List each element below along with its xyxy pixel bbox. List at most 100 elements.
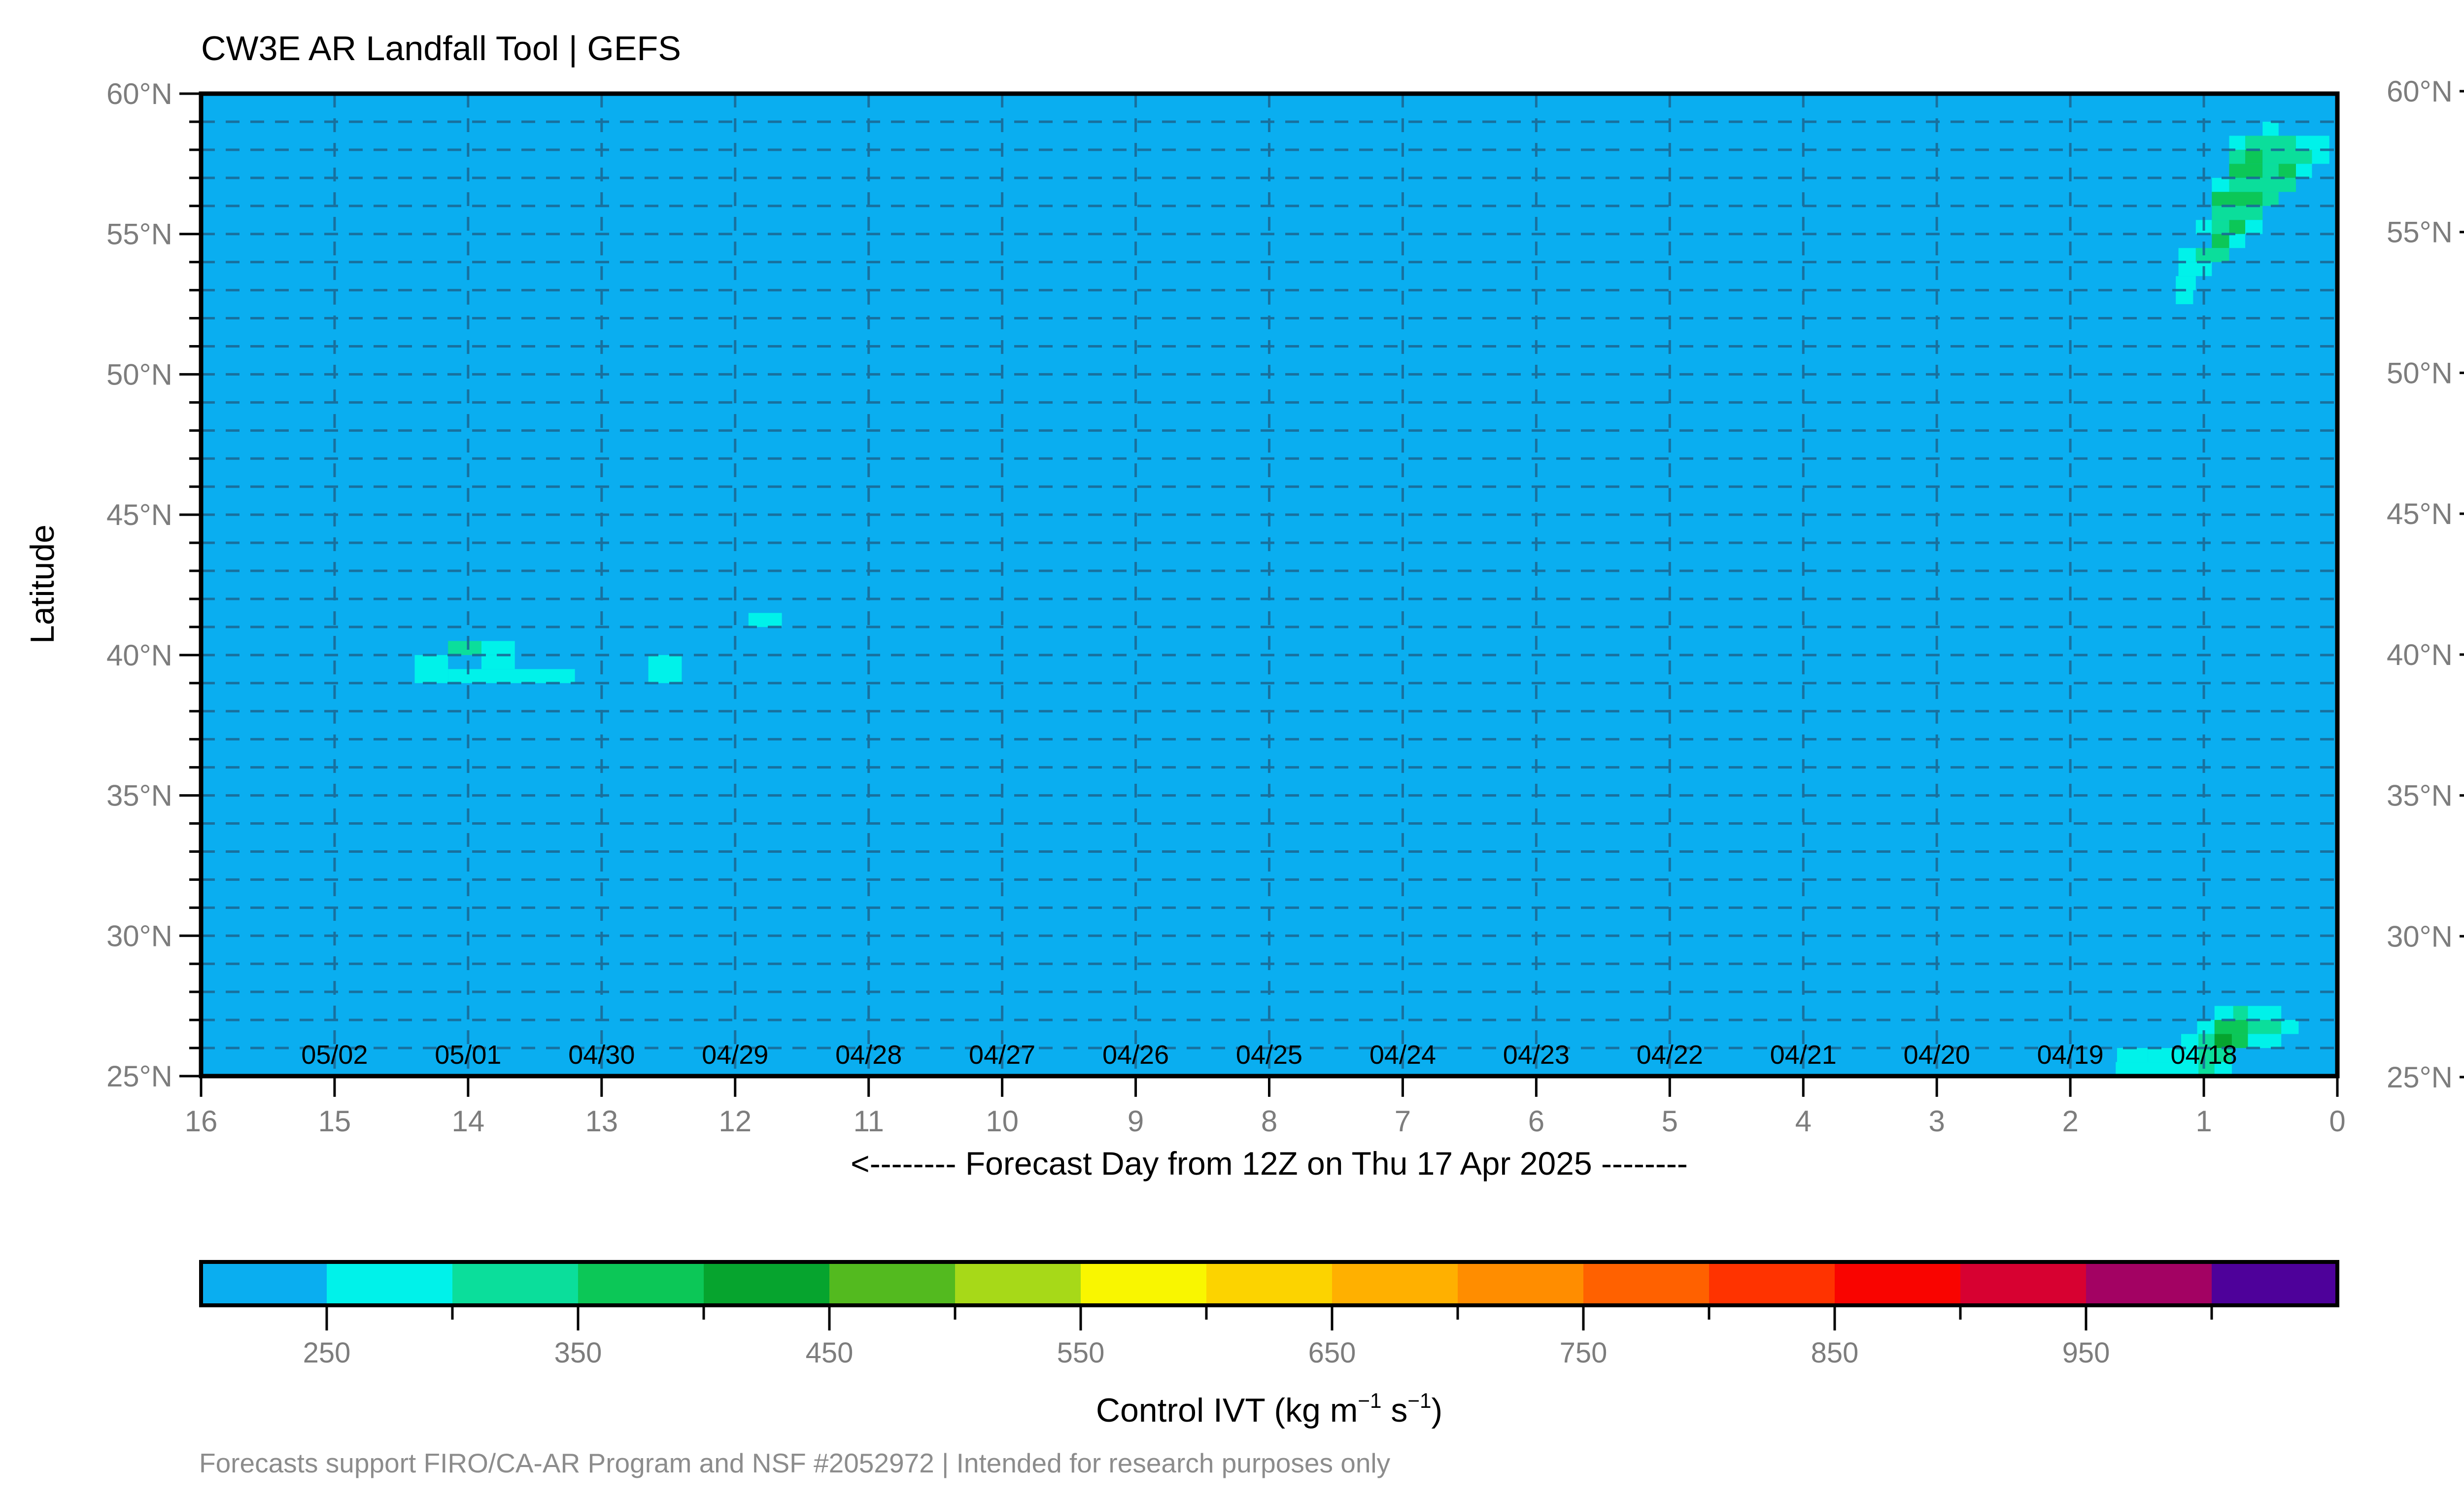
colorbar-segment bbox=[201, 1262, 327, 1305]
colorbar-segment bbox=[1709, 1262, 1835, 1305]
colorbar-tick-label: 850 bbox=[1811, 1337, 1859, 1369]
y-tick-label: 25°N bbox=[106, 1060, 172, 1093]
heatmap-cell bbox=[2212, 206, 2263, 220]
y-tick-label: 35°N bbox=[106, 779, 172, 812]
heatmap-xlabel: <-------- Forecast Day from 12Z on Thu 1… bbox=[851, 1145, 1688, 1182]
map-y-tick-label: 60°N bbox=[2387, 75, 2453, 108]
date-label: 04/25 bbox=[1236, 1040, 1302, 1070]
map-y-tick-label: 35°N bbox=[2387, 779, 2453, 812]
heatmap-cell bbox=[2214, 1020, 2248, 1034]
heatmap-cell bbox=[2176, 276, 2196, 290]
footer-disclaimer: Forecasts support FIRO/CA-AR Program and… bbox=[199, 1448, 1391, 1478]
x-tick-label: 5 bbox=[1662, 1105, 1678, 1138]
heatmap-cell bbox=[2212, 220, 2229, 234]
colorbar-frame bbox=[199, 1260, 2339, 1307]
colorbar-tick-label: 550 bbox=[1057, 1337, 1105, 1369]
colorbar-segment bbox=[578, 1262, 704, 1305]
colorbar-tick-label: 250 bbox=[303, 1337, 351, 1369]
colorbar-tick-label: 450 bbox=[806, 1337, 854, 1369]
date-label: 04/29 bbox=[702, 1040, 768, 1070]
colorbar-tick-label: 650 bbox=[1308, 1337, 1356, 1369]
heatmap-cell bbox=[2212, 192, 2263, 206]
x-tick-label: 10 bbox=[986, 1105, 1019, 1138]
colorbar-label-mid: s bbox=[1381, 1392, 1408, 1429]
y-tick-label: 50°N bbox=[106, 358, 172, 391]
heatmap-cell bbox=[2198, 1062, 2215, 1076]
colorbar-label-sup1: −1 bbox=[1358, 1389, 1382, 1413]
colorbar-segment bbox=[1081, 1262, 1207, 1305]
heatmap-cell bbox=[2296, 136, 2329, 150]
x-tick-label: 14 bbox=[452, 1105, 485, 1138]
heatmap-cell bbox=[2148, 1048, 2199, 1062]
heatmap-cell bbox=[2245, 136, 2296, 150]
colorbar-label: Control IVT (kg m−1 s−1) bbox=[201, 1389, 2337, 1430]
map-y-tick-label: 50°N bbox=[2387, 356, 2453, 389]
heatmap-cell bbox=[2262, 149, 2312, 164]
colorbar-segment bbox=[1960, 1262, 2087, 1305]
heatmap-cell bbox=[2195, 248, 2229, 262]
heatmap-cell bbox=[2262, 164, 2279, 178]
heatmap-cell bbox=[2229, 220, 2246, 234]
heatmap-cell bbox=[2296, 164, 2312, 178]
date-label: 04/22 bbox=[1637, 1040, 1703, 1070]
heatmap-cell bbox=[2176, 290, 2193, 305]
colorbar-segment bbox=[1206, 1262, 1333, 1305]
colorbar-label-sup2: −1 bbox=[1407, 1389, 1432, 1413]
heatmap-cell bbox=[2198, 1034, 2215, 1048]
heatmap-cell bbox=[648, 655, 682, 683]
colorbar-segment bbox=[955, 1262, 1081, 1305]
y-tick-label: 55°N bbox=[106, 218, 172, 251]
heatmap-frame bbox=[199, 91, 2340, 1079]
heatmap-cell bbox=[2262, 121, 2279, 136]
heatmap-cell bbox=[2229, 136, 2246, 150]
date-label: 04/20 bbox=[1904, 1040, 1970, 1070]
x-tick-label: 11 bbox=[854, 1105, 884, 1138]
y-tick-label: 60°N bbox=[106, 77, 172, 110]
x-tick-label: 0 bbox=[2329, 1105, 2345, 1138]
colorbar-tick-label: 350 bbox=[554, 1337, 602, 1369]
colorbar-tick-label: 750 bbox=[1560, 1337, 1608, 1369]
colorbar-label-post: ) bbox=[1431, 1392, 1443, 1429]
heatmap-cell bbox=[2229, 177, 2296, 192]
colorbar-tick-label: 950 bbox=[2062, 1337, 2110, 1369]
heatmap-cell bbox=[2116, 1062, 2199, 1076]
x-tick-label: 9 bbox=[1128, 1105, 1144, 1138]
heatmap-cell bbox=[2214, 1034, 2232, 1048]
date-label: 04/23 bbox=[1503, 1040, 1570, 1070]
heatmap-cell bbox=[2245, 220, 2263, 234]
colorbar: 250 350 450 550 650 750 850 950 bbox=[199, 1260, 2339, 1369]
heatmap-cell bbox=[2197, 1020, 2215, 1034]
heatmap-cell bbox=[481, 655, 515, 669]
colorbar-segment bbox=[1583, 1262, 1710, 1305]
x-tick-label: 8 bbox=[1261, 1105, 1277, 1138]
date-label: 04/24 bbox=[1369, 1040, 1436, 1070]
colorbar-segment bbox=[704, 1262, 830, 1305]
y-tick-label: 30°N bbox=[106, 919, 172, 952]
x-tick-label: 1 bbox=[2195, 1105, 2212, 1138]
heatmap-cell bbox=[2231, 1034, 2248, 1048]
x-tick-label: 13 bbox=[585, 1105, 618, 1138]
colorbar-segment bbox=[327, 1262, 453, 1305]
map-y-tick-label: 45°N bbox=[2387, 497, 2453, 530]
heatmap-title: CW3E AR Landfall Tool | GEFS bbox=[201, 29, 681, 68]
map-y-tick-label: 55°N bbox=[2387, 216, 2453, 249]
y-tick-label: 45°N bbox=[106, 498, 172, 531]
heatmap-cell bbox=[2214, 1006, 2233, 1020]
heatmap-cell bbox=[2178, 248, 2196, 262]
colorbar-segment bbox=[2212, 1262, 2338, 1305]
heatmap-cell bbox=[2245, 149, 2263, 164]
coast-map: 25°N30°N35°N40°N45°N50°N55°N60°N135°W125… bbox=[2387, 75, 2464, 1094]
heatmap-cell bbox=[2212, 234, 2229, 248]
map-y-tick-label: 25°N bbox=[2387, 1061, 2453, 1094]
heatmap-ylabel: Latitude bbox=[24, 524, 61, 644]
x-tick-label: 15 bbox=[318, 1105, 351, 1138]
heatmap-cell bbox=[2233, 1006, 2248, 1020]
heatmap-cell bbox=[2229, 164, 2263, 178]
heatmap-cell bbox=[2181, 1034, 2199, 1048]
heatmap-cell bbox=[448, 641, 481, 655]
x-tick-label: 3 bbox=[1929, 1105, 1945, 1138]
heatmap-cell bbox=[2248, 1034, 2282, 1048]
heatmap-gridlines bbox=[201, 94, 2337, 1076]
